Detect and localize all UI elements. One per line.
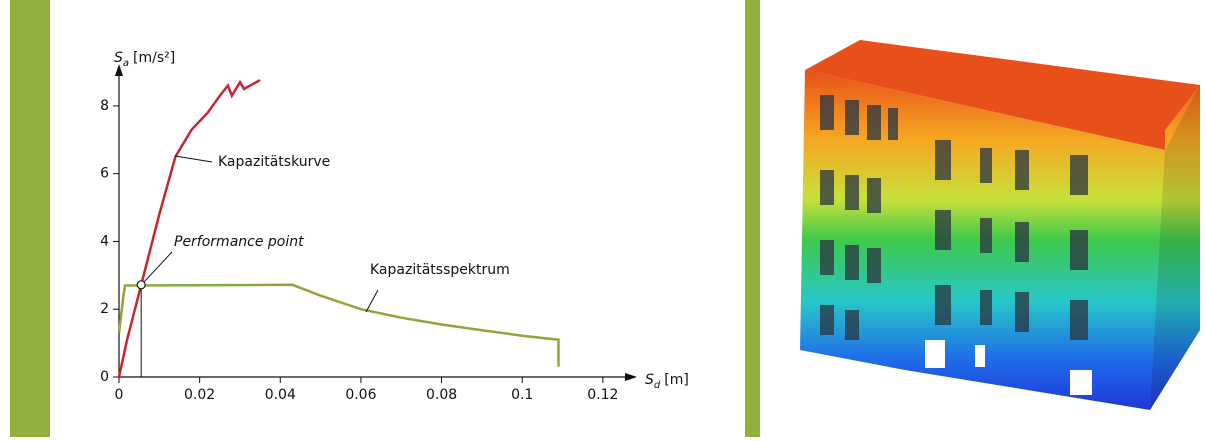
axis-unit: [m/s²] bbox=[133, 50, 175, 66]
x-tick-label: 0.04 bbox=[265, 387, 296, 403]
axis-symbol: S bbox=[114, 50, 123, 66]
x-tick-label: 0.06 bbox=[345, 387, 376, 403]
series-annotation: Kapazitätskurve bbox=[218, 154, 330, 170]
x-label: Sd[m] bbox=[645, 372, 689, 391]
building-image bbox=[800, 40, 1200, 410]
y-label: Sa [m/s²] bbox=[114, 50, 175, 69]
performance-label: Performance point bbox=[174, 234, 304, 250]
annotation-leader bbox=[366, 290, 378, 312]
axis-subscript: d bbox=[654, 380, 661, 391]
performance-point bbox=[137, 281, 145, 289]
x-axis-arrow bbox=[625, 373, 637, 381]
x-tick-label: 0.02 bbox=[184, 387, 215, 403]
y-tick-label: 8 bbox=[100, 98, 109, 114]
axis-subscript: a bbox=[123, 58, 129, 69]
page: 0 0.02 0.04 0.06 0.08 0.1 0.12 0 2 4 6 8 Sa [m/s²] Sd[… bbox=[0, 0, 1206, 441]
figure: 0 0.02 0.04 0.06 0.08 0.1 0.12 0 2 4 6 8 Sa [m/s²] Sd[… bbox=[0, 0, 1206, 437]
x-tick-label: 0.08 bbox=[426, 387, 457, 403]
series-annotation: Kapazitätsspektrum bbox=[370, 262, 510, 278]
x-tick-label: 0.1 bbox=[511, 387, 533, 403]
axis-unit: [m] bbox=[664, 372, 689, 388]
y-tick-label: 6 bbox=[100, 166, 109, 182]
side-bar bbox=[745, 0, 760, 437]
y-tick-label: 4 bbox=[100, 233, 109, 249]
series-line bbox=[119, 285, 559, 367]
x-tick-label: 0.12 bbox=[587, 387, 618, 403]
annotation-leader bbox=[175, 156, 212, 162]
side-bar bbox=[10, 0, 50, 437]
y-tick-label: 0 bbox=[100, 369, 109, 385]
axis-symbol: S bbox=[645, 372, 654, 388]
series-line bbox=[119, 80, 260, 377]
x-tick-label: 0 bbox=[115, 387, 124, 403]
y-tick-label: 2 bbox=[100, 301, 109, 317]
